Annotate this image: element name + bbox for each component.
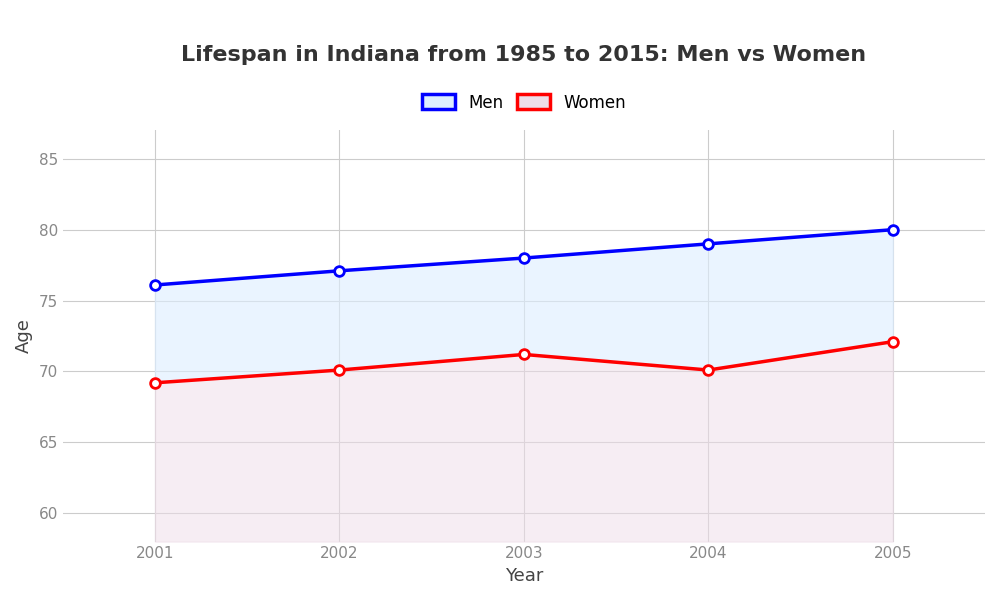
X-axis label: Year: Year <box>505 567 543 585</box>
Legend: Men, Women: Men, Women <box>413 85 634 120</box>
Title: Lifespan in Indiana from 1985 to 2015: Men vs Women: Lifespan in Indiana from 1985 to 2015: M… <box>181 45 866 65</box>
Y-axis label: Age: Age <box>15 319 33 353</box>
